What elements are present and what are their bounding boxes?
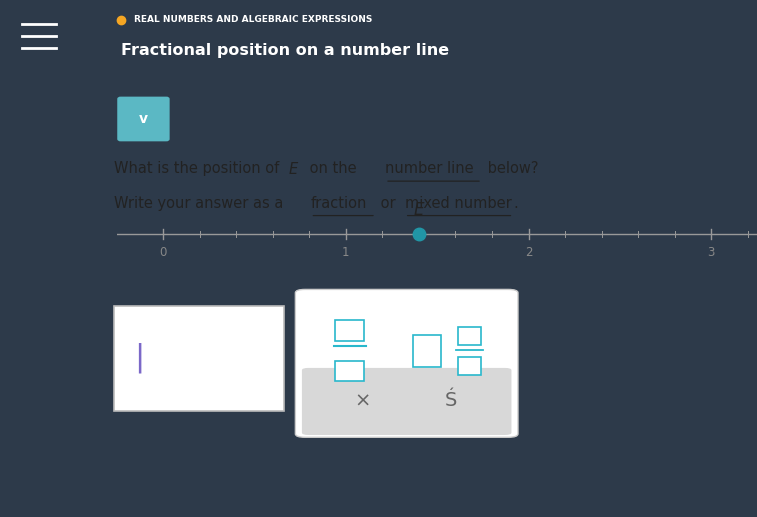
FancyBboxPatch shape [295,290,518,437]
Text: REAL NUMBERS AND ALGEBRAIC EXPRESSIONS: REAL NUMBERS AND ALGEBRAIC EXPRESSIONS [134,15,372,24]
FancyBboxPatch shape [114,307,284,411]
Text: 3: 3 [708,246,715,258]
Text: $E$: $E$ [288,161,299,177]
Text: Fractional position on a number line: Fractional position on a number line [120,43,449,58]
Text: or: or [376,196,400,211]
Text: .: . [513,196,518,211]
Text: $E$: $E$ [413,201,425,219]
FancyBboxPatch shape [458,357,481,375]
Text: ×: × [354,391,370,410]
Text: fraction: fraction [310,196,367,211]
Text: number line: number line [385,161,474,176]
Text: 2: 2 [525,246,532,258]
FancyBboxPatch shape [413,335,441,367]
Text: Ś: Ś [445,391,457,410]
Text: 1: 1 [342,246,350,258]
FancyBboxPatch shape [458,327,481,345]
Text: on the: on the [305,161,361,176]
Text: v: v [139,112,148,126]
Text: mixed number: mixed number [405,196,512,211]
Text: |: | [135,342,145,373]
FancyBboxPatch shape [335,361,364,381]
Text: below?: below? [483,161,539,176]
Text: 0: 0 [159,246,167,258]
Text: What is the position of: What is the position of [114,161,284,176]
FancyBboxPatch shape [117,97,170,141]
Text: Write your answer as a: Write your answer as a [114,196,288,211]
FancyBboxPatch shape [335,320,364,341]
FancyBboxPatch shape [302,368,512,435]
